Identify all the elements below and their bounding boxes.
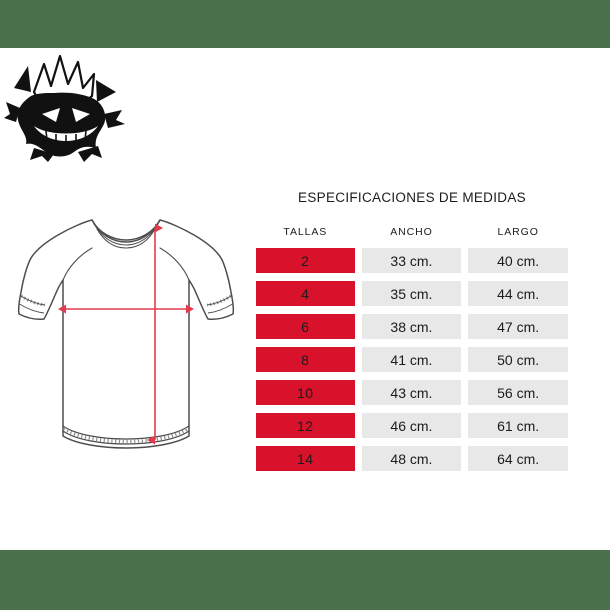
table-row: 12 46 cm. 61 cm. (256, 413, 568, 438)
size-value: 2 (256, 248, 355, 273)
largo-value: 40 cm. (468, 248, 568, 273)
size-value: 10 (256, 380, 355, 405)
size-value: 14 (256, 446, 355, 471)
size-value: 8 (256, 347, 355, 372)
column-header-ancho: ANCHO (390, 226, 433, 238)
largo-value: 64 cm. (468, 446, 568, 471)
ancho-value: 46 cm. (361, 413, 462, 438)
ancho-value: 48 cm. (361, 446, 462, 471)
ancho-value: 41 cm. (361, 347, 462, 372)
ancho-value: 38 cm. (361, 314, 462, 339)
size-value: 6 (256, 314, 355, 339)
table-row: 10 43 cm. 56 cm. (256, 380, 568, 405)
ancho-value: 33 cm. (361, 248, 462, 273)
measurement-table: TALLAS ANCHO LARGO 2 33 cm. 40 cm. 4 35 … (249, 218, 575, 479)
largo-value: 56 cm. (468, 380, 568, 405)
table-row: 8 41 cm. 50 cm. (256, 347, 568, 372)
table-row: 2 33 cm. 40 cm. (256, 248, 568, 273)
table-header-row: TALLAS ANCHO LARGO (256, 226, 568, 240)
gengar-silhouette-logo (4, 52, 126, 164)
table-row: 4 35 cm. 44 cm. (256, 281, 568, 306)
column-header-tallas: TALLAS (283, 226, 328, 238)
largo-value: 61 cm. (468, 413, 568, 438)
largo-value: 50 cm. (468, 347, 568, 372)
top-green-band (0, 0, 610, 48)
measurement-table-panel: ESPECIFICACIONES DE MEDIDAS TALLAS ANCHO… (256, 190, 568, 479)
size-value: 12 (256, 413, 355, 438)
table-row: 6 38 cm. 47 cm. (256, 314, 568, 339)
tshirt-measurement-diagram (14, 208, 238, 470)
largo-value: 47 cm. (468, 314, 568, 339)
size-value: 4 (256, 281, 355, 306)
page-title: ESPECIFICACIONES DE MEDIDAS (298, 190, 526, 205)
ancho-value: 43 cm. (361, 380, 462, 405)
table-row: 14 48 cm. 64 cm. (256, 446, 568, 471)
largo-value: 44 cm. (468, 281, 568, 306)
column-header-largo: LARGO (497, 226, 539, 238)
bottom-green-band (0, 550, 610, 610)
content-area: ESPECIFICACIONES DE MEDIDAS TALLAS ANCHO… (0, 48, 610, 550)
ancho-value: 35 cm. (361, 281, 462, 306)
